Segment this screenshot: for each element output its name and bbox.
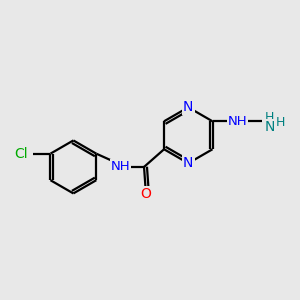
Text: H: H: [276, 116, 286, 129]
Text: NH: NH: [228, 115, 247, 128]
Text: NH: NH: [111, 160, 130, 173]
Text: O: O: [140, 187, 151, 201]
Text: N: N: [183, 100, 194, 114]
Text: N: N: [265, 120, 275, 134]
Text: N: N: [183, 156, 194, 170]
Text: H: H: [265, 111, 274, 124]
Text: Cl: Cl: [15, 147, 28, 161]
